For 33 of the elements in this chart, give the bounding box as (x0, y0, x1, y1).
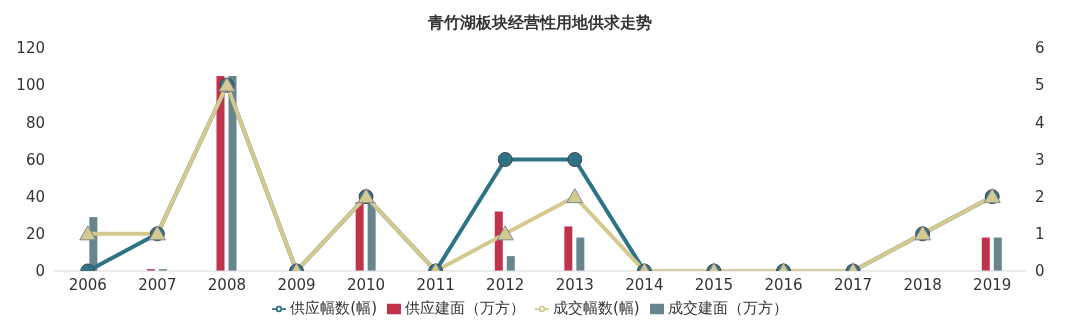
x-tick-label: 2018 (903, 275, 942, 294)
y2-tick-label: 5 (1035, 76, 1045, 95)
y-tick-label: 0 (35, 262, 45, 281)
x-tick-label: 2012 (486, 275, 525, 294)
y2-tick-label: 2 (1035, 187, 1045, 206)
x-tick-label: 2006 (68, 275, 107, 294)
y2-tick-label: 0 (1035, 262, 1045, 281)
x-tick-label: 2008 (207, 275, 247, 294)
chart-title: 青竹湖板块经营性用地供求走势 (427, 12, 653, 34)
y-tick-label: 60 (25, 150, 45, 169)
legend-label: 供应建面（万方） (405, 299, 525, 317)
y2-tick-label: 1 (1035, 225, 1045, 244)
x-tick-label: 2010 (346, 275, 386, 294)
y2-tick-label: 6 (1035, 39, 1045, 58)
x-tick-label: 2007 (138, 275, 177, 294)
x-tick-label: 2009 (277, 275, 316, 294)
x-tick-label: 2017 (833, 275, 873, 294)
y-tick-label: 80 (25, 113, 45, 132)
x-tick-label: 2013 (555, 275, 594, 294)
legend-label: 成交幅数(幅) (553, 299, 640, 317)
x-tick-label: 2011 (416, 275, 455, 294)
y2-tick-label: 4 (1035, 113, 1045, 132)
x-tick-label: 2019 (973, 275, 1012, 294)
y2-tick-label: 3 (1035, 150, 1045, 169)
legend-label: 供应幅数(幅) (290, 299, 377, 317)
x-tick-label: 2015 (694, 275, 734, 294)
y-tick-label: 40 (25, 187, 45, 206)
x-tick-label: 2014 (625, 275, 664, 294)
legend-label: 成交建面（万方） (667, 299, 788, 317)
y-tick-label: 100 (16, 76, 45, 95)
y-tick-label: 20 (25, 225, 45, 244)
y-tick-label: 120 (16, 39, 45, 58)
x-tick-label: 2016 (764, 275, 803, 294)
